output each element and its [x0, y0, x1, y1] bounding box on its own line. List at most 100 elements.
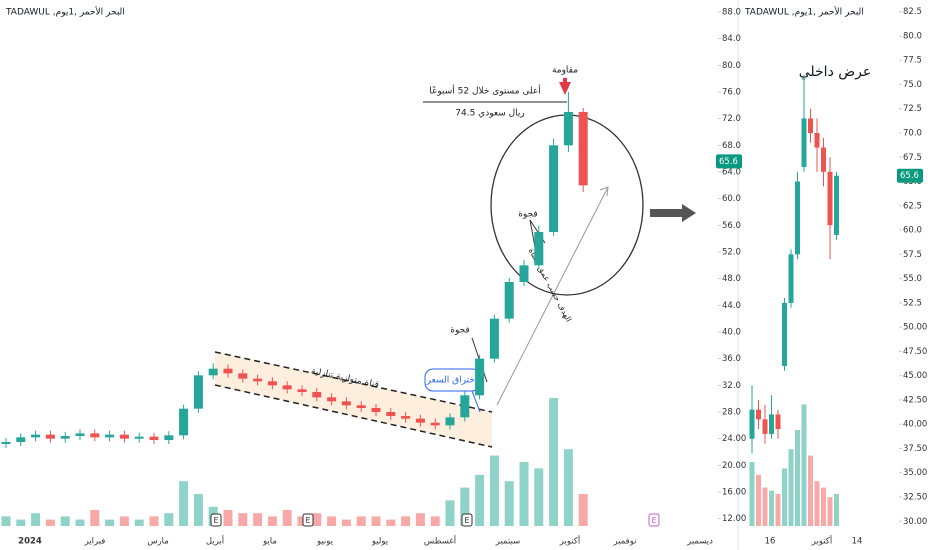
y-tick-label: 16.00	[722, 488, 746, 498]
volume-bar	[749, 462, 755, 526]
volume-bar	[821, 487, 826, 526]
volume-bar	[312, 513, 322, 526]
price-badge-label: 65.6	[900, 171, 919, 181]
candle-body	[801, 118, 807, 167]
x-tick-label: أغسطس	[424, 535, 456, 547]
y-tick-label: 80.0	[903, 31, 922, 41]
y-tick-label: 42.50	[903, 395, 927, 405]
volume-bar	[401, 516, 411, 526]
volume-bar	[16, 519, 26, 526]
y-tick-label: 45.00	[903, 371, 927, 381]
x-tick-label: مايو	[262, 537, 277, 547]
x-tick-label: أبريل	[206, 535, 224, 547]
annotation: ريال سعودي 74.5	[455, 109, 525, 119]
candle-body	[430, 422, 440, 426]
target-line	[496, 186, 609, 406]
chart-subtitle: عرض داخلي	[799, 64, 872, 80]
candle-body	[208, 368, 218, 376]
annotation: اختراق السعر	[426, 376, 478, 386]
volume-bar	[238, 513, 248, 526]
volume-bar	[267, 516, 277, 526]
annotation: مقاومة	[552, 66, 578, 76]
volume-bar	[105, 519, 115, 526]
volume-bar	[1, 516, 11, 526]
volume-bar	[827, 497, 833, 526]
y-tick-label: 12.00	[722, 514, 746, 524]
y-tick-label: 72.5	[903, 104, 922, 114]
y-tick-label: 32.0	[722, 381, 741, 391]
volume-bar	[788, 449, 794, 526]
candle-body	[75, 433, 85, 436]
x-tick-label: أكتوبر	[559, 535, 580, 547]
candle-body	[386, 412, 396, 416]
y-tick-label: 28.0	[722, 408, 741, 418]
volume-bar	[814, 481, 820, 526]
y-tick-label: 57.5	[903, 250, 922, 260]
volume-bar	[60, 516, 70, 526]
target-arrow	[599, 186, 609, 197]
y-tick-label: 75.0	[903, 80, 922, 90]
candle-body	[578, 112, 588, 186]
volume-bar	[756, 474, 761, 526]
candle-body	[149, 436, 159, 440]
candle-body	[795, 181, 800, 255]
candle-body	[821, 147, 826, 172]
volume-bar	[253, 513, 263, 526]
x-tick-label: نوفمبر	[613, 537, 637, 547]
volume-bar	[460, 487, 470, 526]
candle-body	[164, 435, 174, 440]
candle-body	[90, 433, 100, 438]
candle-body	[808, 118, 813, 133]
x-tick-label: يوليو	[371, 537, 389, 547]
candle-body	[327, 397, 337, 402]
candle-body	[356, 405, 366, 408]
volume-bar	[371, 516, 381, 526]
x-tick-label: 16	[765, 537, 776, 547]
y-tick-label: 55.0	[903, 274, 922, 284]
candle-body	[60, 436, 70, 439]
candle-body	[267, 381, 277, 386]
x-tick-label: مارس	[147, 537, 169, 547]
y-tick-label: 82.5	[903, 7, 922, 17]
event-label: E	[651, 516, 656, 525]
y-tick-label: 60.0	[722, 194, 741, 204]
volume-bar	[327, 516, 337, 526]
volume-bar	[149, 516, 159, 526]
y-tick-label: 40.0	[722, 328, 741, 338]
volume-bar	[430, 516, 440, 526]
candle-body	[16, 437, 26, 442]
volume-bar	[90, 510, 100, 526]
annotation: فجوة	[518, 210, 537, 220]
x-tick-label: يونيو	[316, 537, 334, 547]
volume-bar	[386, 519, 396, 526]
y-tick-label: 77.5	[903, 56, 922, 66]
candle-body	[31, 434, 41, 438]
event-label: E	[305, 516, 310, 525]
y-tick-label: 48.0	[722, 274, 741, 284]
y-tick-label: 52.0	[722, 248, 741, 258]
candle-body	[238, 373, 248, 379]
volume-bar	[45, 519, 55, 526]
y-tick-label: 30.00	[903, 517, 927, 527]
candle-body	[534, 232, 544, 266]
candle-body	[371, 408, 381, 412]
candle-body	[134, 436, 144, 439]
y-tick-label: 35.00	[903, 468, 927, 478]
candle-body	[341, 401, 351, 406]
volume-bar	[782, 468, 787, 526]
event-label: E	[213, 516, 218, 525]
event-marker	[302, 513, 314, 527]
breakout-pointer	[471, 390, 481, 413]
x-tick-label: ديسمبر	[686, 537, 713, 547]
y-tick-label: 50.00	[903, 323, 927, 333]
volume-bar	[519, 462, 529, 526]
candle-body	[297, 389, 307, 392]
y-tick-label: 76.0	[722, 88, 741, 98]
volume-bar	[578, 494, 588, 526]
volume-bar	[356, 516, 366, 526]
chart-title: TADAWUL ,البحر الأحمر ,1يوم	[5, 6, 125, 18]
candle-body	[105, 434, 115, 438]
y-tick-label: 47.50	[903, 347, 927, 357]
volume-bar	[834, 494, 839, 526]
chart-title: TADAWUL ,البحر الأحمر ,1يوم	[744, 6, 864, 18]
